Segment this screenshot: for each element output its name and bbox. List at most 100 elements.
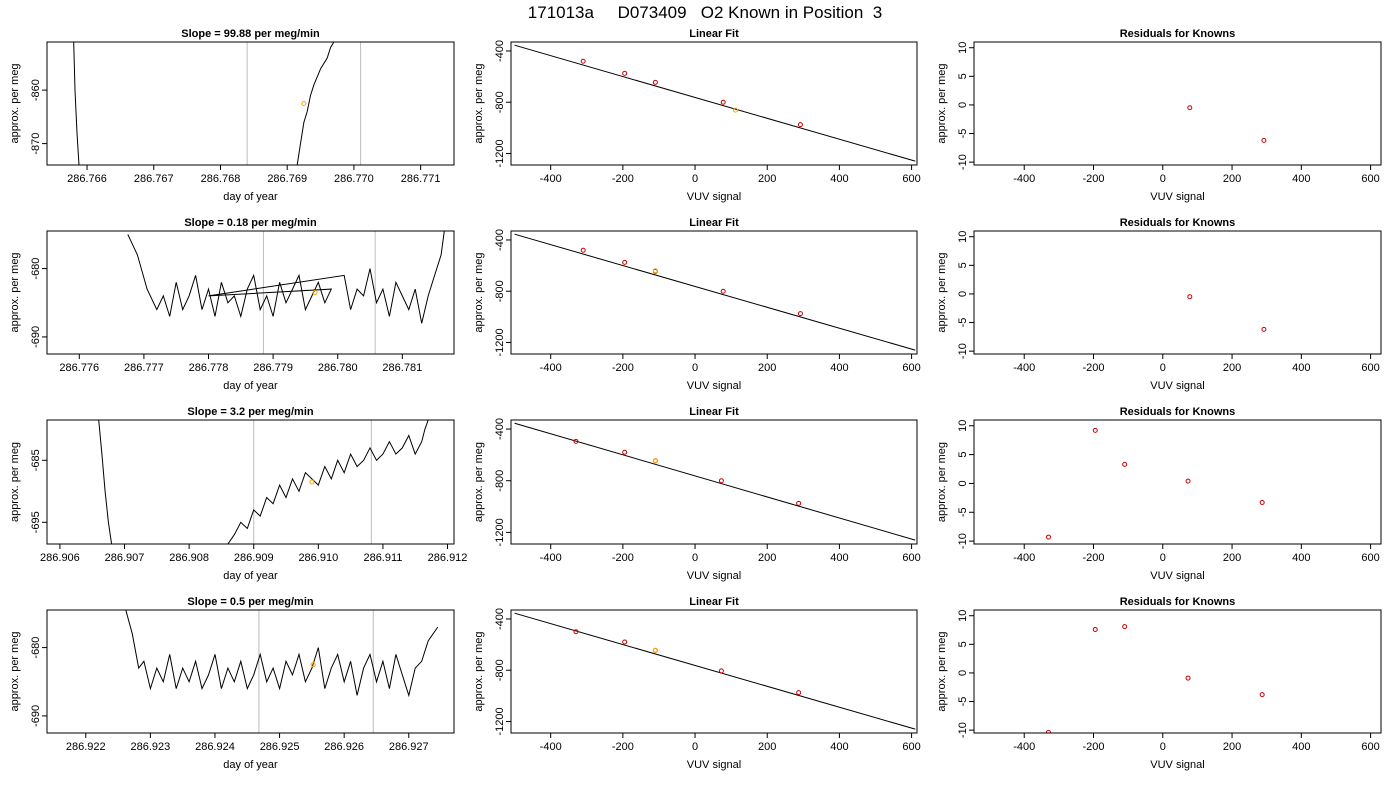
plot-area <box>125 610 439 698</box>
known-point <box>1092 626 1098 632</box>
plot-area <box>514 233 916 351</box>
known-point <box>1185 478 1191 484</box>
x-tick-label: 286.908 <box>169 552 209 564</box>
panel-title: Slope = 3.2 per meg/min <box>187 406 314 418</box>
y-tick-label: 0 <box>957 670 969 676</box>
y-axis-label: approx. per meg <box>9 63 21 143</box>
x-axis-label: day of year <box>223 380 278 392</box>
known-point <box>796 500 802 506</box>
x-axis-label: VUV signal <box>1150 191 1204 203</box>
series-line <box>73 42 80 165</box>
x-tick-label: 286.777 <box>124 362 164 374</box>
known-point <box>1122 624 1128 630</box>
y-tick-label: 10 <box>957 420 969 432</box>
y-tick-label: -5 <box>957 318 969 328</box>
x-tick-label: 286.778 <box>189 362 229 374</box>
y-tick-label: -800 <box>494 91 506 113</box>
x-tick-label: 200 <box>1223 173 1241 185</box>
y-tick-label: -400 <box>494 229 506 251</box>
x-tick-label: -400 <box>540 741 562 753</box>
x-tick-label: -200 <box>1082 173 1104 185</box>
x-tick-label: 400 <box>830 173 848 185</box>
plot-frame <box>973 230 1382 355</box>
plot-frame <box>46 41 455 166</box>
panel-title: Linear Fit <box>689 406 739 418</box>
plot-frame <box>510 41 918 166</box>
series-line <box>98 420 113 544</box>
y-tick-label: -400 <box>494 40 506 62</box>
y-tick-label: -690 <box>30 705 42 727</box>
y-tick-label: -10 <box>957 722 969 738</box>
panel-title: Residuals for Knowns <box>1120 596 1236 608</box>
known-point <box>720 99 726 105</box>
x-tick-label: 200 <box>758 741 776 753</box>
x-tick-label: 286.768 <box>201 173 241 185</box>
y-axis-label: approx. per meg <box>473 631 485 711</box>
panel-3-1: Slope = 3.2 per meg/min 286.906 286.907 286… <box>9 406 467 582</box>
sample-point <box>310 662 316 668</box>
panel-4-1: Slope = 0.5 per meg/min 286.922 286.923 286… <box>9 596 455 771</box>
y-tick-label: -400 <box>494 418 506 440</box>
x-tick-label: -400 <box>1013 552 1035 564</box>
y-axis-label: approx. per meg <box>936 63 948 143</box>
x-tick-label: -400 <box>1013 741 1035 753</box>
x-axis-label: VUV signal <box>687 570 741 582</box>
y-tick-label: -800 <box>494 470 506 492</box>
x-tick-label: 286.779 <box>253 362 293 374</box>
plot-area <box>98 420 429 544</box>
y-tick-label: 5 <box>957 452 969 458</box>
plot-frame <box>973 609 1382 734</box>
x-tick-label: 200 <box>758 552 776 564</box>
x-tick-label: 286.781 <box>382 362 422 374</box>
plot-area <box>514 44 916 162</box>
y-axis-label: approx. per meg <box>473 63 485 143</box>
sample-point <box>652 647 658 653</box>
known-point <box>622 70 628 76</box>
plot-area <box>514 422 916 541</box>
x-tick-label: 600 <box>902 362 920 374</box>
panel-title: Slope = 99.88 per meg/min <box>181 28 320 40</box>
plot-area <box>127 231 445 324</box>
x-tick-label: 286.924 <box>195 741 235 753</box>
panel-4-2: Linear Fit -400 -200 0 200 400 600 -400 -800 -120… <box>473 596 921 771</box>
y-axis-label: approx. per meg <box>9 442 21 522</box>
x-tick-label: 0 <box>1160 173 1166 185</box>
x-tick-label: 400 <box>830 741 848 753</box>
sample-point <box>732 107 738 113</box>
x-tick-label: -400 <box>1013 362 1035 374</box>
known-point <box>797 122 803 128</box>
x-axis-label: VUV signal <box>687 191 741 203</box>
panel-1-3: Residuals for Knowns -400 -200 0 200 400 600 10… <box>936 28 1382 203</box>
x-tick-label: -400 <box>540 173 562 185</box>
y-tick-label: -1200 <box>494 328 506 356</box>
x-tick-label: 0 <box>692 741 698 753</box>
y-tick-label: -1200 <box>494 518 506 546</box>
y-tick-label: 5 <box>957 73 969 79</box>
x-tick-label: 400 <box>1292 741 1310 753</box>
panel-title: Slope = 0.5 per meg/min <box>187 596 314 608</box>
known-point <box>1045 729 1051 733</box>
x-tick-label: 286.906 <box>40 552 80 564</box>
known-point <box>1122 461 1128 467</box>
panel-2-1: Slope = 0.18 per meg/min 286.776 286.777 28… <box>9 217 455 392</box>
x-tick-label: 286.909 <box>234 552 274 564</box>
known-point <box>1259 499 1265 505</box>
y-tick-label: -10 <box>957 533 969 549</box>
x-tick-label: 600 <box>1361 173 1379 185</box>
sample-point <box>309 479 315 485</box>
known-point <box>622 449 628 455</box>
x-tick-label: 0 <box>1160 552 1166 564</box>
plot-area <box>1187 294 1267 332</box>
x-axis-label: VUV signal <box>687 380 741 392</box>
x-tick-label: -400 <box>540 552 562 564</box>
plot-frame <box>510 230 918 355</box>
x-tick-label: -200 <box>612 552 634 564</box>
panel-2-3: Residuals for Knowns -400 -200 0 200 400 600 10… <box>936 217 1382 392</box>
known-point <box>1261 137 1267 143</box>
x-tick-label: 200 <box>758 362 776 374</box>
y-tick-label: 5 <box>957 262 969 268</box>
y-tick-label: -5 <box>957 129 969 139</box>
known-point <box>718 668 724 674</box>
known-point <box>796 690 802 696</box>
